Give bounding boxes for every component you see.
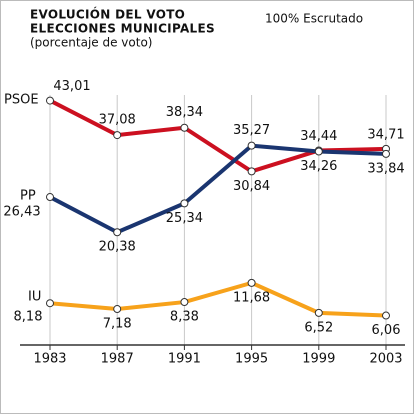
data-label: 33,84 [367,161,404,176]
series-name: PSOE [4,93,39,108]
data-point [113,305,122,314]
chart-subtitle: (porcentaje de voto) [30,36,152,50]
data-label: 34,71 [367,127,404,142]
data-point [180,199,189,208]
data-label: 6,06 [372,323,401,338]
data-label: 38,34 [166,105,203,120]
x-tick-label: 1991 [168,352,201,367]
data-point [314,147,323,156]
data-point [382,149,390,158]
data-point [180,123,189,132]
data-label: 37,08 [99,113,136,128]
data-point [247,167,256,176]
series-line [49,280,387,318]
data-label: 6,52 [304,320,333,335]
data-label: 8,38 [170,310,199,325]
data-point [46,96,54,105]
x-tick-label: 1995 [235,352,268,367]
x-tick-label: 1999 [302,352,335,367]
chart-title: EVOLUCIÓN DEL VOTO [30,7,185,22]
data-label: 34,26 [300,159,337,174]
data-point [314,308,323,317]
data-point [247,141,256,150]
data-label: 11,68 [233,290,270,305]
data-point [113,131,122,140]
data-point [247,278,256,287]
data-label: 20,38 [99,240,136,255]
data-label: 30,84 [233,179,270,194]
data-label: 25,34 [166,211,203,226]
series-name: IU [28,290,41,305]
x-tick-label: 1987 [101,352,134,367]
x-tick-label: 2003 [369,352,402,367]
data-label: 8,18 [14,310,43,325]
data-label: 34,44 [300,129,337,144]
data-label: 26,43 [3,205,40,220]
annotation: 100% Escrutado [265,12,363,26]
data-point [382,311,390,320]
data-label: 35,27 [233,123,270,138]
series-name: PP [20,189,36,204]
chart-title: ELECCIONES MUNICIPALES [30,22,215,36]
data-label: 43,01 [53,79,90,94]
x-tick-label: 1983 [33,352,66,367]
data-point [113,228,122,237]
data-point [46,299,54,308]
data-point [46,193,54,202]
data-label: 7,18 [103,317,132,332]
data-point [180,298,189,307]
series-line [49,143,387,235]
